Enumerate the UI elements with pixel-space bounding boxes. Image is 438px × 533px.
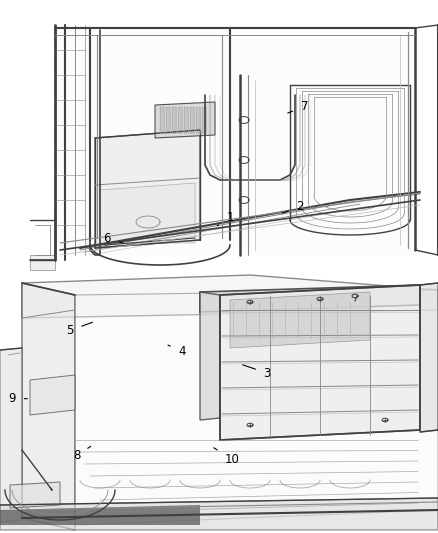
Polygon shape xyxy=(30,255,55,270)
Polygon shape xyxy=(100,183,195,243)
Text: 9: 9 xyxy=(8,392,27,405)
Polygon shape xyxy=(200,292,220,420)
Polygon shape xyxy=(75,290,438,525)
Text: 3: 3 xyxy=(243,365,271,379)
Polygon shape xyxy=(184,107,188,133)
Polygon shape xyxy=(202,107,206,133)
Polygon shape xyxy=(0,498,438,530)
Text: 5: 5 xyxy=(67,322,92,337)
Text: 8: 8 xyxy=(73,446,91,462)
Text: 10: 10 xyxy=(214,448,240,466)
Polygon shape xyxy=(196,107,200,133)
Polygon shape xyxy=(155,102,215,138)
Polygon shape xyxy=(30,375,75,415)
Text: 2: 2 xyxy=(282,200,304,213)
Text: 7: 7 xyxy=(288,100,308,113)
Polygon shape xyxy=(420,283,438,432)
Text: 1: 1 xyxy=(217,211,234,226)
Polygon shape xyxy=(0,505,200,525)
Text: 4: 4 xyxy=(168,345,186,358)
Polygon shape xyxy=(172,107,176,133)
Polygon shape xyxy=(10,482,60,508)
Polygon shape xyxy=(22,275,438,318)
Text: 6: 6 xyxy=(103,232,123,245)
Polygon shape xyxy=(0,348,22,522)
Polygon shape xyxy=(160,107,164,133)
Polygon shape xyxy=(166,107,170,133)
Polygon shape xyxy=(22,283,75,530)
Polygon shape xyxy=(190,107,194,133)
Polygon shape xyxy=(230,292,370,348)
Polygon shape xyxy=(178,107,182,133)
Polygon shape xyxy=(55,25,420,255)
Polygon shape xyxy=(95,130,200,248)
Polygon shape xyxy=(200,285,420,312)
Polygon shape xyxy=(220,285,420,440)
